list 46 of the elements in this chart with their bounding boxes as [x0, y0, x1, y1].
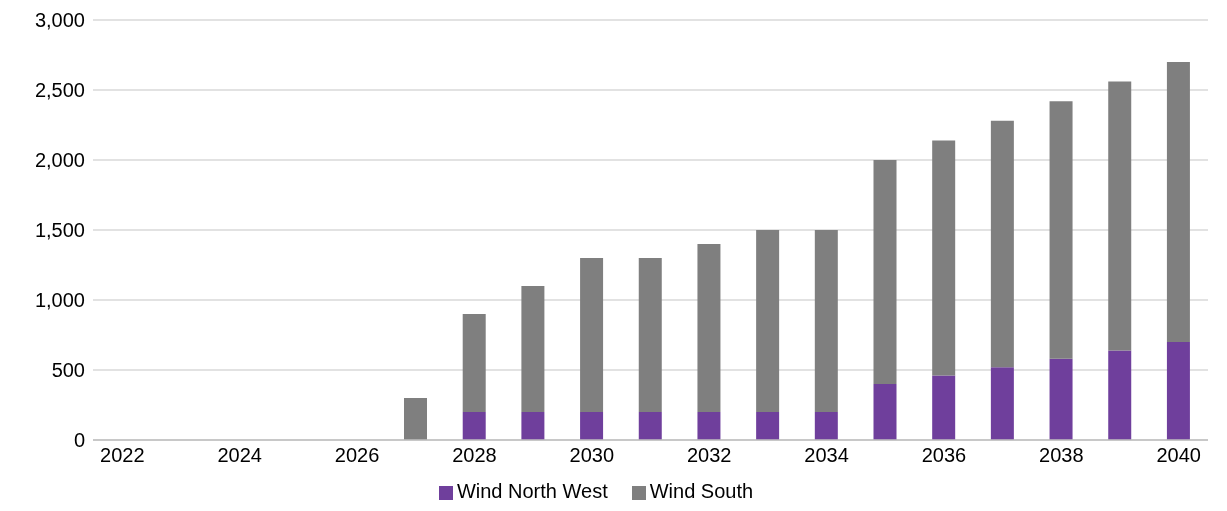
y-tick-label: 3,000: [34, 9, 85, 32]
y-tick-label: 1,000: [34, 289, 85, 312]
bar: [932, 375, 956, 440]
bar: [1049, 358, 1073, 440]
x-tick-label: 2038: [1039, 444, 1084, 467]
x-tick-label: 2028: [452, 444, 497, 467]
y-tick-label: 2,500: [34, 79, 85, 102]
legend-label: Wind North West: [456, 480, 608, 502]
bar: [638, 412, 662, 440]
bar: [814, 412, 838, 440]
y-tick-label: 0: [73, 429, 85, 452]
bar: [580, 412, 604, 440]
bar: [697, 244, 721, 412]
y-tick-label: 500: [51, 359, 85, 382]
bar: [873, 160, 897, 384]
bar: [521, 412, 545, 440]
bar: [1108, 350, 1132, 440]
bar: [462, 412, 486, 440]
bar: [638, 258, 662, 412]
x-tick-label: 2034: [804, 444, 849, 467]
bar: [1108, 81, 1132, 351]
bar: [932, 140, 956, 376]
bar: [1166, 342, 1190, 440]
bar: [873, 384, 897, 440]
y-tick-label: 2,000: [34, 149, 85, 172]
bar: [462, 314, 486, 412]
bar: [1049, 101, 1073, 359]
x-tick-label: 2026: [334, 444, 380, 467]
legend-label: Wind South: [649, 480, 754, 502]
x-tick-label: 2024: [217, 444, 262, 467]
bar: [814, 230, 838, 412]
bar: [521, 286, 545, 412]
bar: [756, 230, 780, 412]
x-tick-label: 2040: [1156, 444, 1201, 467]
y-tick-label: 1,500: [34, 219, 85, 242]
bar: [990, 120, 1014, 368]
x-tick-label: 2022: [100, 444, 145, 467]
bar: [404, 398, 428, 440]
x-tick-label: 2030: [569, 444, 615, 467]
bar: [697, 412, 721, 440]
bar: [990, 367, 1014, 440]
bar: [756, 412, 780, 440]
bar: [1166, 62, 1190, 342]
x-tick-label: 2032: [686, 444, 732, 467]
x-tick-label: 2036: [921, 444, 967, 467]
bar: [580, 258, 604, 412]
